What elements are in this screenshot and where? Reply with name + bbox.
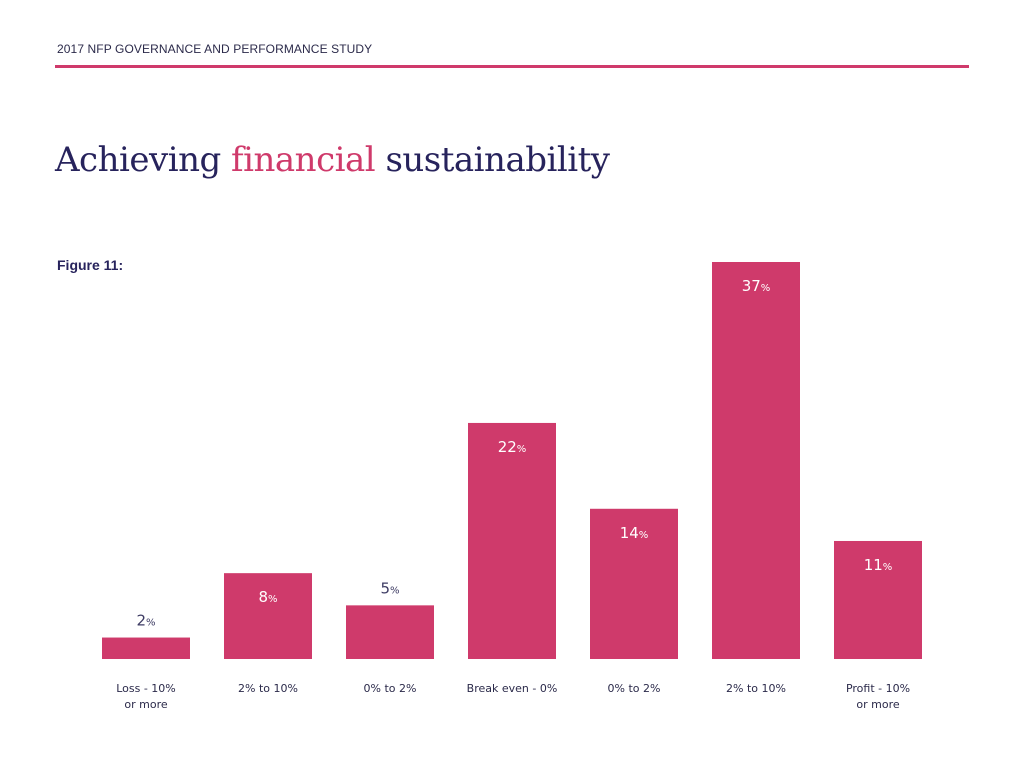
bar-1 — [224, 573, 312, 659]
tick-label-2: 0% to 2% — [364, 682, 417, 695]
title-accent: financial — [231, 140, 376, 180]
bar-3 — [468, 422, 556, 659]
tick-label-0: Loss - 10% or more — [116, 682, 176, 711]
bar-5 — [712, 262, 800, 659]
title-part-2: sustainability — [385, 140, 610, 180]
tick-label-6: Profit - 10% or more — [846, 682, 910, 711]
figure-label: Figure 11: — [57, 257, 124, 273]
bar-6 — [834, 540, 922, 659]
data-label-0: 2% — [136, 612, 155, 630]
data-label-2: 5% — [380, 579, 399, 597]
data-label-6: 11% — [864, 556, 893, 574]
header-rule — [55, 65, 969, 68]
tick-label-5: 2% to 10% — [726, 682, 786, 695]
tick-label-3: Break even - 0% — [467, 682, 558, 695]
data-label-3: 22% — [498, 438, 527, 456]
bar-4 — [590, 508, 678, 659]
data-label-5: 37% — [742, 277, 771, 295]
bar-2 — [346, 605, 434, 659]
page-title: Achieving financial sustainability — [55, 140, 610, 180]
data-label-1: 8% — [258, 588, 277, 606]
title-part-1: Achieving — [55, 140, 221, 180]
data-label-4: 14% — [620, 524, 649, 542]
tick-label-4: 0% to 2% — [608, 682, 661, 695]
study-header: 2017 NFP GOVERNANCE AND PERFORMANCE STUD… — [57, 42, 373, 56]
tick-label-1: 2% to 10% — [238, 682, 298, 695]
bar-0 — [102, 637, 190, 659]
